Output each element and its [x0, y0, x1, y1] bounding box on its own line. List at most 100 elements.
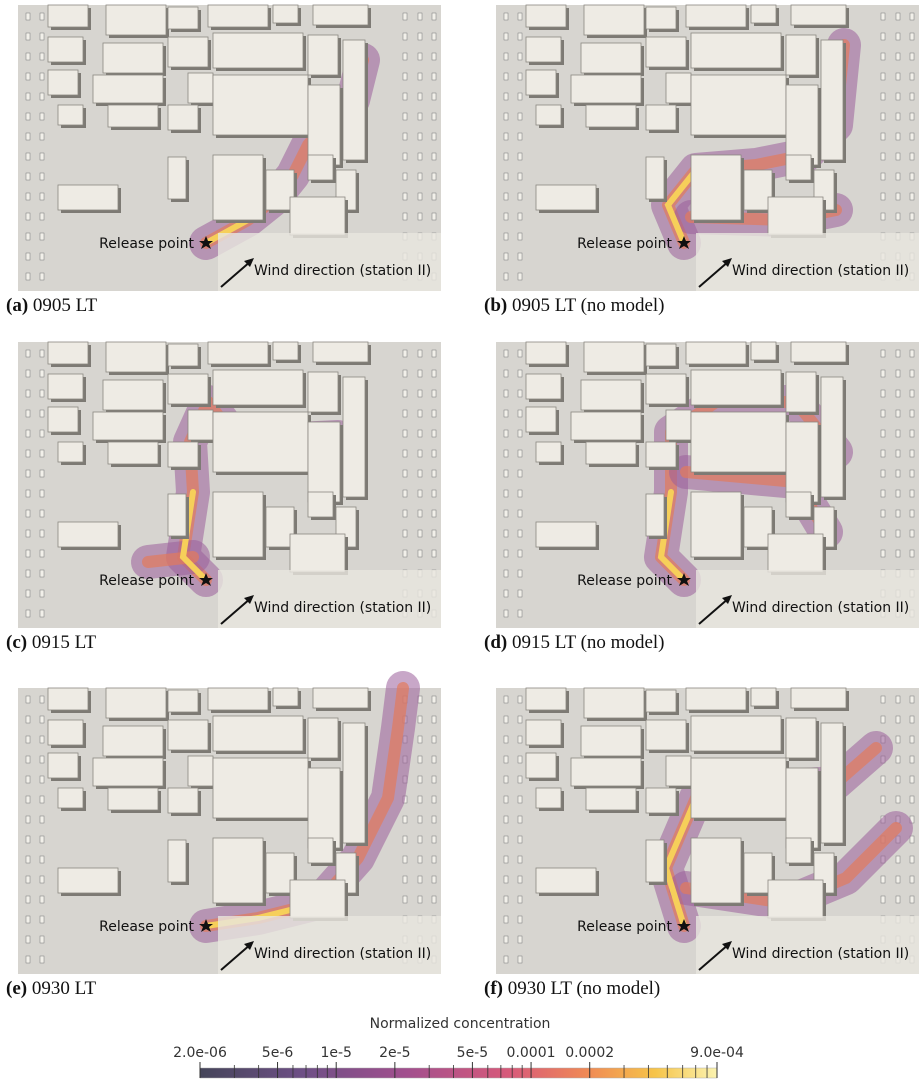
pillar — [40, 93, 44, 100]
pillar — [881, 33, 885, 40]
building — [786, 838, 811, 863]
building — [584, 5, 644, 35]
pillar — [432, 716, 436, 723]
pillar — [910, 856, 914, 863]
pillar — [504, 450, 508, 457]
pillar — [910, 350, 914, 357]
building — [571, 412, 641, 440]
pillar — [403, 410, 407, 417]
building — [106, 342, 166, 372]
building — [313, 688, 368, 708]
pillar — [518, 173, 522, 180]
pillar — [40, 836, 44, 843]
building — [581, 726, 641, 756]
wind-label: Wind direction (station II) — [254, 600, 431, 616]
pillar — [910, 13, 914, 20]
building — [290, 197, 345, 235]
building — [526, 37, 561, 62]
pillar — [504, 133, 508, 140]
pillar — [418, 73, 422, 80]
pillar — [881, 113, 885, 120]
pillar — [40, 956, 44, 963]
building — [93, 758, 163, 786]
pillar — [40, 570, 44, 577]
pillar — [40, 590, 44, 597]
pillar — [432, 876, 436, 883]
pillar — [418, 53, 422, 60]
panel-caption: (b) 0905 LT (no model) — [484, 295, 665, 316]
building — [584, 342, 644, 372]
pillar — [518, 756, 522, 763]
pillar — [518, 53, 522, 60]
pillar — [418, 776, 422, 783]
pillar — [518, 93, 522, 100]
panel-caption: (f) 0930 LT (no model) — [484, 978, 660, 999]
pillar — [881, 73, 885, 80]
pillar — [910, 73, 914, 80]
pillar — [910, 390, 914, 397]
pillar — [40, 610, 44, 617]
panel: Release pointWind direction (station II) — [18, 342, 441, 628]
pillar — [881, 193, 885, 200]
building — [526, 753, 556, 778]
pillar — [518, 193, 522, 200]
pillar — [26, 390, 30, 397]
pillar — [518, 490, 522, 497]
building — [691, 370, 781, 405]
pillar — [403, 213, 407, 220]
pillar — [40, 450, 44, 457]
pillar — [418, 876, 422, 883]
pillar — [26, 153, 30, 160]
pillar — [418, 213, 422, 220]
pillar — [432, 450, 436, 457]
building — [768, 534, 823, 572]
pillar — [26, 173, 30, 180]
pillar — [418, 736, 422, 743]
pillar — [518, 876, 522, 883]
release-label: Release point — [577, 919, 672, 935]
pillar — [418, 153, 422, 160]
building — [58, 522, 118, 547]
building — [290, 880, 345, 918]
panel-time: 0915 LT (no model) — [512, 632, 665, 653]
pillar — [518, 896, 522, 903]
colorbar-tick-label: 2e-5 — [379, 1045, 410, 1061]
panel-caption: (c) 0915 LT — [6, 632, 96, 653]
building — [751, 5, 776, 23]
pillar — [504, 370, 508, 377]
pillar — [432, 173, 436, 180]
building — [103, 726, 163, 756]
pillar — [504, 530, 508, 537]
pillar — [518, 73, 522, 80]
building — [168, 374, 208, 404]
pillar — [432, 470, 436, 477]
pillar — [881, 470, 885, 477]
pillar — [881, 450, 885, 457]
building — [343, 40, 365, 160]
pillar — [504, 916, 508, 923]
pillar — [896, 33, 900, 40]
pillar — [910, 756, 914, 763]
pillar — [504, 490, 508, 497]
pillar — [910, 796, 914, 803]
pillar — [881, 370, 885, 377]
building — [666, 756, 691, 786]
pillar — [504, 233, 508, 240]
pillar — [504, 716, 508, 723]
pillar — [403, 113, 407, 120]
pillar — [26, 510, 30, 517]
building — [691, 412, 786, 472]
building — [786, 85, 818, 165]
pillar — [518, 530, 522, 537]
pillar — [26, 73, 30, 80]
building — [821, 723, 843, 843]
pillar — [504, 33, 508, 40]
building — [686, 342, 746, 364]
building — [188, 756, 213, 786]
pillar — [418, 33, 422, 40]
building — [213, 838, 263, 903]
pillar — [910, 193, 914, 200]
building — [208, 342, 268, 364]
pillar — [910, 133, 914, 140]
pillar — [518, 550, 522, 557]
